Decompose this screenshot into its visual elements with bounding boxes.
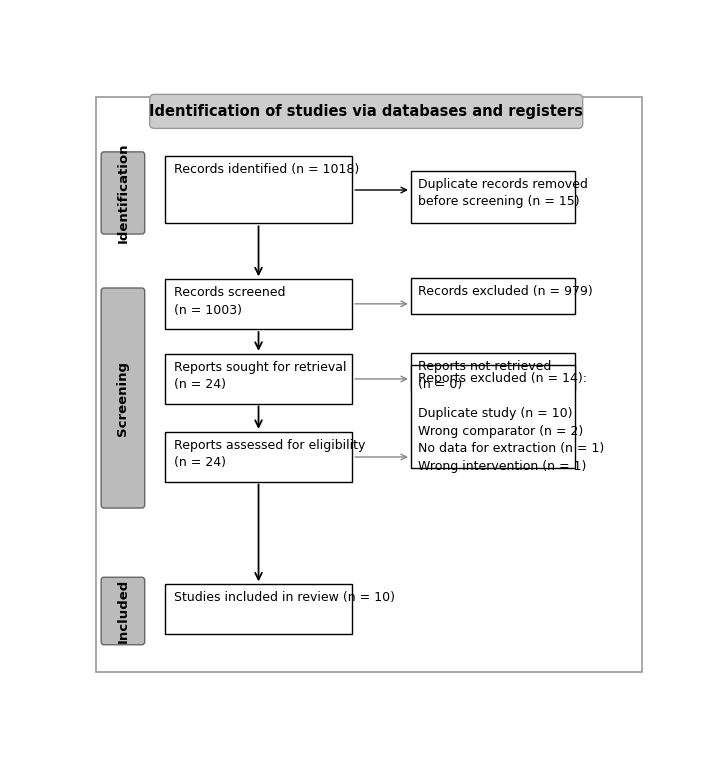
- Bar: [411, 353, 575, 389]
- Text: Records excluded (n = 979): Records excluded (n = 979): [418, 285, 593, 298]
- Text: Records identified (n = 1018): Records identified (n = 1018): [174, 163, 359, 176]
- Bar: [166, 432, 352, 482]
- Text: Reports not retrieved
(n = 0): Reports not retrieved (n = 0): [418, 360, 552, 391]
- Text: Identification of studies via databases and registers: Identification of studies via databases …: [149, 104, 583, 119]
- Bar: [166, 156, 352, 223]
- Bar: [166, 584, 352, 634]
- Text: Reports excluded (n = 14):

Duplicate study (n = 10)
Wrong comparator (n = 2)
No: Reports excluded (n = 14): Duplicate stu…: [418, 373, 604, 473]
- FancyBboxPatch shape: [101, 578, 145, 645]
- Text: Reports sought for retrieval
(n = 24): Reports sought for retrieval (n = 24): [174, 360, 346, 391]
- Text: Records screened
(n = 1003): Records screened (n = 1003): [174, 287, 285, 317]
- Text: Reports assessed for eligibility
(n = 24): Reports assessed for eligibility (n = 24…: [174, 439, 365, 469]
- FancyBboxPatch shape: [101, 288, 145, 508]
- Bar: [411, 171, 575, 223]
- Text: Included: Included: [117, 579, 130, 643]
- Bar: [411, 366, 575, 468]
- Bar: [166, 354, 352, 404]
- Text: Identification: Identification: [117, 142, 130, 243]
- Text: Studies included in review (n = 10): Studies included in review (n = 10): [174, 591, 395, 604]
- FancyBboxPatch shape: [101, 152, 145, 234]
- Bar: [411, 278, 575, 315]
- Text: Screening: Screening: [117, 360, 130, 436]
- FancyBboxPatch shape: [150, 94, 582, 129]
- Bar: [166, 279, 352, 329]
- Text: Duplicate records removed
before screening (n = 15): Duplicate records removed before screeni…: [418, 178, 588, 208]
